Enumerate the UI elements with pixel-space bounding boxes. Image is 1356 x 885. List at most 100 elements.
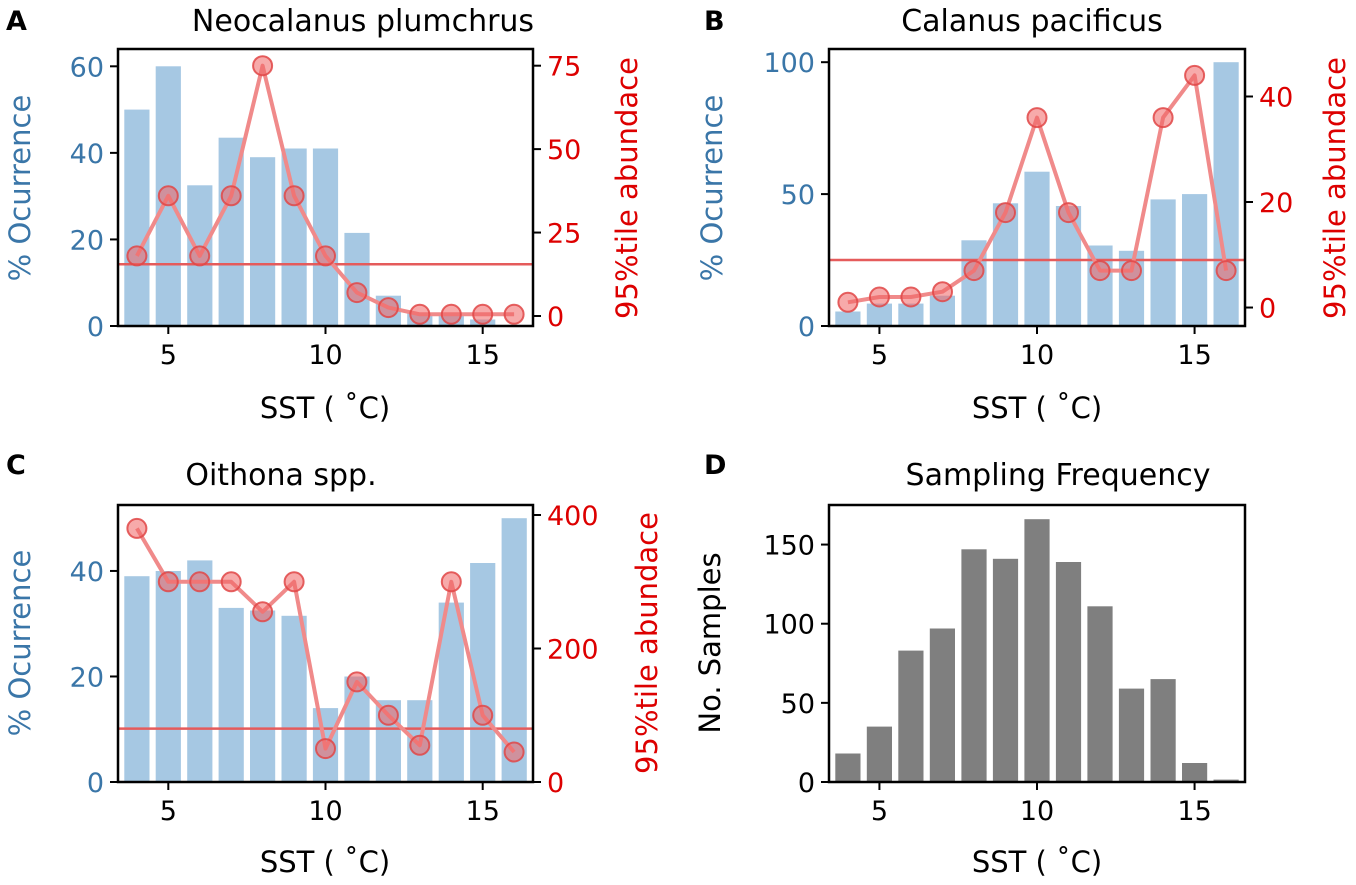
bar-c-4 <box>124 576 150 782</box>
y2-tick-label-a-75: 75 <box>547 52 581 83</box>
abundance-point-a-6 <box>189 245 211 267</box>
abundance-point-c-8 <box>252 601 274 623</box>
bar-d-10 <box>1024 519 1050 782</box>
abundance-point-a-7 <box>220 185 242 207</box>
bar-b-10 <box>1024 171 1050 326</box>
y-axis-label-a: % Ocurrence <box>3 95 37 282</box>
y-tick-label-d-0: 0 <box>798 768 815 799</box>
panel-d: D Sampling Frequency 5 10 15 0 50 100 150 SST… <box>693 450 1247 879</box>
abundance-point-b-5 <box>868 286 890 308</box>
y-axis-label-d: No. Samples <box>693 552 727 733</box>
bar-c-5 <box>155 571 181 782</box>
bar-a-4 <box>124 109 150 326</box>
abundance-point-a-13 <box>409 303 431 325</box>
abundance-point-c-16 <box>503 741 525 763</box>
x-axis-ticks-a: 5 10 15 <box>160 326 500 371</box>
y2-tick-label-a-25: 25 <box>547 219 581 250</box>
y-tick-label-a-20: 20 <box>70 225 104 256</box>
y-tick-label-c-40: 40 <box>70 557 104 588</box>
x-tick-label-c-5: 5 <box>160 796 177 827</box>
bar-a-8 <box>250 157 276 326</box>
abundance-point-b-13 <box>1121 260 1142 282</box>
x-axis-label-b: SST ( ˚C) <box>972 391 1102 425</box>
bar-a-9 <box>281 148 307 326</box>
bar-series-b <box>835 62 1239 326</box>
abundance-point-b-6 <box>900 286 922 308</box>
y-tick-label-b-0: 0 <box>798 312 815 343</box>
bar-d-4 <box>835 753 861 782</box>
abundance-point-a-16 <box>503 303 525 325</box>
y-tick-label-b-50: 50 <box>781 180 815 211</box>
y2-axis-ticks-c: 0 200 400 <box>533 501 599 799</box>
bar-d-14 <box>1150 679 1176 782</box>
bar-d-6 <box>898 650 924 782</box>
bar-b-5 <box>866 303 892 326</box>
y2-tick-label-c-0: 0 <box>547 768 564 799</box>
panel-a: A Neocalanus plumchrus 5 10 15 0 20 40 60 0 25… <box>3 4 644 425</box>
y2-tick-label-c-400: 400 <box>547 501 599 532</box>
x-tick-label-d-5: 5 <box>871 796 888 827</box>
bar-d-12 <box>1087 606 1113 782</box>
x-tick-label-b-15: 15 <box>1177 340 1211 371</box>
abundance-point-c-13 <box>409 734 431 756</box>
bar-b-14 <box>1150 199 1176 326</box>
bar-b-9 <box>992 203 1019 326</box>
bar-c-9 <box>281 615 307 782</box>
x-axis-ticks-c: 5 10 15 <box>160 782 500 827</box>
x-tick-label-a-10: 10 <box>308 340 342 371</box>
abundance-point-a-4 <box>126 245 148 267</box>
abundance-point-b-4 <box>837 291 859 313</box>
x-tick-label-d-10: 10 <box>1020 796 1054 827</box>
panel-b: B Calanus pacificus 5 10 15 0 50 100 0 20 40 S… <box>695 4 1352 425</box>
bar-d-5 <box>866 726 892 782</box>
y-axis-label-b: % Ocurrence <box>695 95 729 282</box>
abundance-point-a-8 <box>252 55 274 77</box>
abundance-point-b-15 <box>1184 64 1206 86</box>
bar-c-16 <box>501 518 527 782</box>
chart-title-c: Oithona spp. <box>185 458 376 493</box>
x-tick-label-c-15: 15 <box>466 796 500 827</box>
panel-label-a: A <box>6 6 27 37</box>
y2-tick-label-a-50: 50 <box>547 135 581 166</box>
panel-c: C Oithona spp. 5 10 15 0 20 40 0 200 400 SST (… <box>3 450 664 879</box>
bar-b-4 <box>835 311 861 326</box>
y2-axis-label-a: 95%tile abundace <box>610 57 644 319</box>
y-tick-label-a-0: 0 <box>87 312 104 343</box>
y2-tick-label-c-200: 200 <box>547 635 599 666</box>
bar-b-11 <box>1055 206 1082 326</box>
y-tick-label-b-100: 100 <box>763 48 815 79</box>
bar-series-a <box>124 66 496 327</box>
y2-tick-label-a-0: 0 <box>547 302 564 333</box>
abundance-point-b-14 <box>1152 107 1174 129</box>
abundance-point-b-8 <box>963 260 985 282</box>
y2-tick-label-b-40: 40 <box>1259 82 1293 113</box>
y2-axis-label-b: 95%tile abundace <box>1318 57 1352 319</box>
y-axis-label-c: % Ocurrence <box>3 550 37 737</box>
bar-b-6 <box>898 303 924 326</box>
abundance-point-c-10 <box>315 738 336 760</box>
abundance-series-b <box>837 64 1237 313</box>
abundance-point-c-12 <box>377 704 399 726</box>
panel-label-b: B <box>704 6 725 37</box>
y2-axis-label-c: 95%tile abundace <box>630 512 664 774</box>
abundance-point-a-11 <box>346 282 368 304</box>
abundance-point-c-5 <box>157 571 179 593</box>
y2-axis-ticks-b: 0 20 40 <box>1245 82 1293 325</box>
x-axis-ticks-b: 5 10 15 <box>871 326 1212 371</box>
abundance-point-c-9 <box>283 571 305 593</box>
abundance-point-b-12 <box>1089 260 1111 282</box>
x-tick-label-b-5: 5 <box>871 340 888 371</box>
chart-title-d: Sampling Frequency <box>906 458 1211 493</box>
x-tick-label-a-5: 5 <box>160 340 177 371</box>
bar-series-d <box>835 519 1239 782</box>
abundance-point-b-11 <box>1058 202 1079 224</box>
bar-c-7 <box>218 607 244 782</box>
abundance-point-c-14 <box>440 571 462 593</box>
y2-tick-label-b-20: 20 <box>1259 188 1293 219</box>
y2-axis-ticks-a: 0 25 50 75 <box>533 52 581 333</box>
x-tick-label-b-10: 10 <box>1020 340 1054 371</box>
bar-d-9 <box>992 558 1019 782</box>
abundance-point-a-10 <box>315 245 336 267</box>
abundance-point-a-9 <box>283 185 305 207</box>
